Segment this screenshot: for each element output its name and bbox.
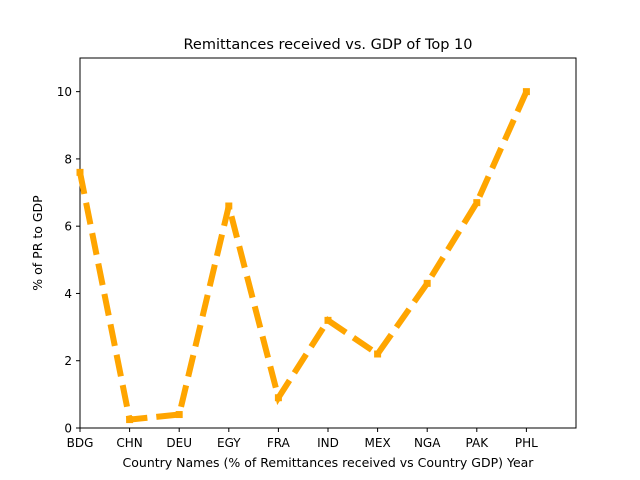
data-point-marker (274, 394, 282, 402)
chart-title: Remittances received vs. GDP of Top 10 (183, 37, 472, 53)
y-axis: 0 2 4 6 8 10 (57, 85, 80, 436)
series-line (77, 90, 530, 423)
y-tick-label: 6 (64, 220, 72, 234)
plot-frame (79, 57, 577, 429)
y-tick-label: 8 (64, 152, 72, 166)
x-tick-label: IND (317, 436, 339, 450)
x-tick-label: BDG (67, 436, 94, 450)
y-tick-label: 10 (57, 85, 72, 99)
plot-area (79, 57, 577, 429)
x-tick-label: EGY (217, 436, 241, 450)
x-tick-label: FRA (267, 436, 291, 450)
y-tick-label: 0 (64, 422, 72, 436)
x-tick-label: PAK (466, 436, 490, 450)
x-tick-label: MEX (365, 436, 391, 450)
series-layer (76, 88, 530, 424)
x-axis-label: Country Names (% of Remittances received… (123, 455, 535, 470)
data-point-marker (126, 416, 134, 424)
data-point-marker (473, 199, 481, 207)
y-tick-label: 4 (64, 287, 72, 301)
data-point-marker (522, 88, 530, 96)
x-tick-label: PHL (515, 436, 538, 450)
y-tick-label: 2 (64, 354, 72, 368)
y-axis-label: % of PR to GDP (30, 195, 45, 291)
data-point-marker (423, 279, 431, 287)
x-tick-label: DEU (166, 436, 192, 450)
data-point-marker (175, 411, 183, 419)
x-tick-label: NGA (414, 436, 441, 450)
x-axis: BDG CHN DEU EGY FRA IND MEX NGA PAK PHL (67, 428, 538, 450)
data-point-marker (225, 202, 233, 210)
data-point-marker (324, 316, 332, 324)
data-point-marker (76, 168, 84, 176)
x-tick-label: CHN (116, 436, 142, 450)
data-point-marker (374, 350, 382, 358)
